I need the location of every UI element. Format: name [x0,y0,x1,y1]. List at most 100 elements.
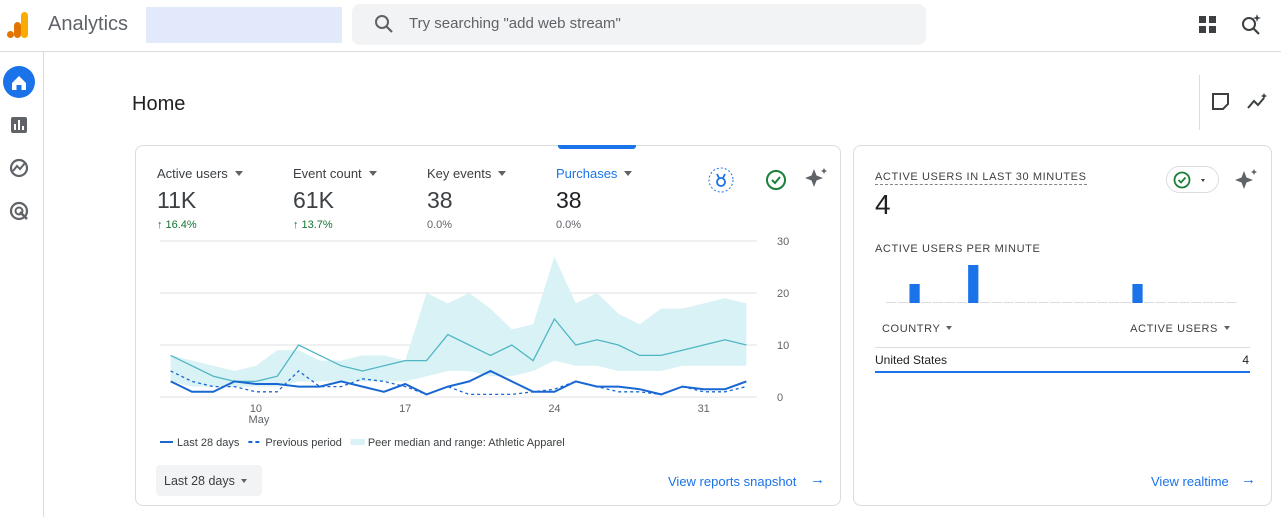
bar [1144,302,1155,303]
bar [1108,302,1120,303]
bar [1015,302,1026,303]
bar [1202,302,1214,303]
view-realtime-link[interactable]: View realtime [1151,474,1229,489]
realtime-title: ACTIVE USERS IN LAST 30 MINUTES [875,171,1087,185]
top-bar [0,0,1281,52]
bar [956,302,967,303]
benchmark-icon[interactable] [708,167,734,193]
legend-swatch [350,439,365,445]
view-reports-link[interactable]: View reports snapshot [668,474,797,489]
metric-value: 38 [556,187,582,213]
per-minute-title: ACTIVE USERS PER MINUTE [875,243,1041,255]
logo [7,12,28,38]
card-actions [708,167,827,193]
bar [1179,302,1190,303]
series-line [170,369,747,396]
metric-change: 13.7% [293,219,333,231]
bar [1050,302,1061,303]
bar-chart [886,265,1237,303]
bar [1062,302,1073,303]
bar [944,302,955,303]
nav-icons [3,66,35,221]
metric-change: 0.0% [427,219,453,231]
bar [1214,302,1225,303]
metric-label[interactable]: Purchases [556,166,632,181]
y-tick-label: 0 [777,392,783,404]
notes-icon[interactable] [1212,93,1229,110]
bar [1155,302,1167,303]
bar [1132,284,1143,303]
metric-label[interactable]: Event count [293,166,377,181]
bar [886,302,897,303]
bar [979,302,991,303]
apps-icon[interactable] [1198,15,1218,35]
realtime-value: 4 [875,189,891,220]
bar [1038,302,1049,303]
bar [1073,302,1084,303]
page-actions [1212,93,1267,110]
search-placeholder: Try searching "add web stream" [409,15,621,32]
quality-dropdown[interactable] [1166,166,1219,193]
bar [1120,302,1131,303]
nav-reports[interactable] [11,117,27,133]
x-annotation: May [249,414,270,426]
x-tick-label: 17 [399,403,411,415]
table-header: ACTIVE USERS [1130,323,1230,335]
nav-advertising[interactable] [9,201,29,221]
nav-rail [0,52,44,517]
bar [897,302,908,303]
bar [932,302,944,303]
divider [1199,75,1200,130]
table-cell: 4 [1242,353,1249,367]
metric-label[interactable]: Key events [427,166,506,181]
series-line [170,317,747,383]
link-arrow: → [1241,471,1256,488]
line-chart: 0 10 20 30 10 17 24 31 May Last 28 days Previous p… [160,236,789,449]
series-line [170,370,747,396]
search-box[interactable] [352,4,926,45]
legend-label: Peer median and range: Athletic Apparel [368,437,565,449]
metric-change: 0.0% [556,219,582,231]
bar [1026,302,1038,303]
app-name: Analytics [48,13,129,35]
insights-icon[interactable] [1247,97,1265,109]
search-insights-icon[interactable] [1240,13,1264,37]
bar [1085,302,1096,303]
selected-tab-indicator [558,145,636,149]
bar [909,284,920,303]
date-range-label: Last 28 days [164,474,247,488]
row-bar [875,371,1250,373]
insights-sparkle[interactable] [805,169,823,187]
data-quality-icon[interactable] [766,170,786,190]
y-tick-label: 20 [777,288,789,300]
link-arrow: → [810,471,825,488]
metric-value: 11K [157,187,197,213]
realtime-actions [1173,169,1257,189]
metric-value: 61K [293,187,334,213]
bar [1191,302,1202,303]
page-title: Home [132,93,186,115]
table-cell: United States [875,353,948,367]
bar [968,265,979,303]
legend-label: Last 28 days [177,437,240,449]
y-tick-label: 30 [777,236,789,248]
search-icon [375,15,393,33]
y-tick-label: 10 [777,340,789,352]
metric-value: 38 [427,187,453,213]
table-header: COUNTRY [882,323,952,335]
x-tick-label: 10 [250,403,262,415]
bar [921,302,932,303]
nav-explore[interactable] [9,158,29,178]
bar [1097,302,1108,303]
metric-label[interactable]: Active users [157,166,243,181]
metric-change: 16.4% [157,219,197,231]
legend-label: Previous period [265,437,341,449]
property-selector[interactable] [146,7,342,43]
range-area [170,256,747,387]
x-tick-label: 31 [698,403,710,415]
bar [1003,302,1014,303]
bar [1167,302,1178,303]
bar [991,302,1002,303]
bar [1226,302,1237,303]
